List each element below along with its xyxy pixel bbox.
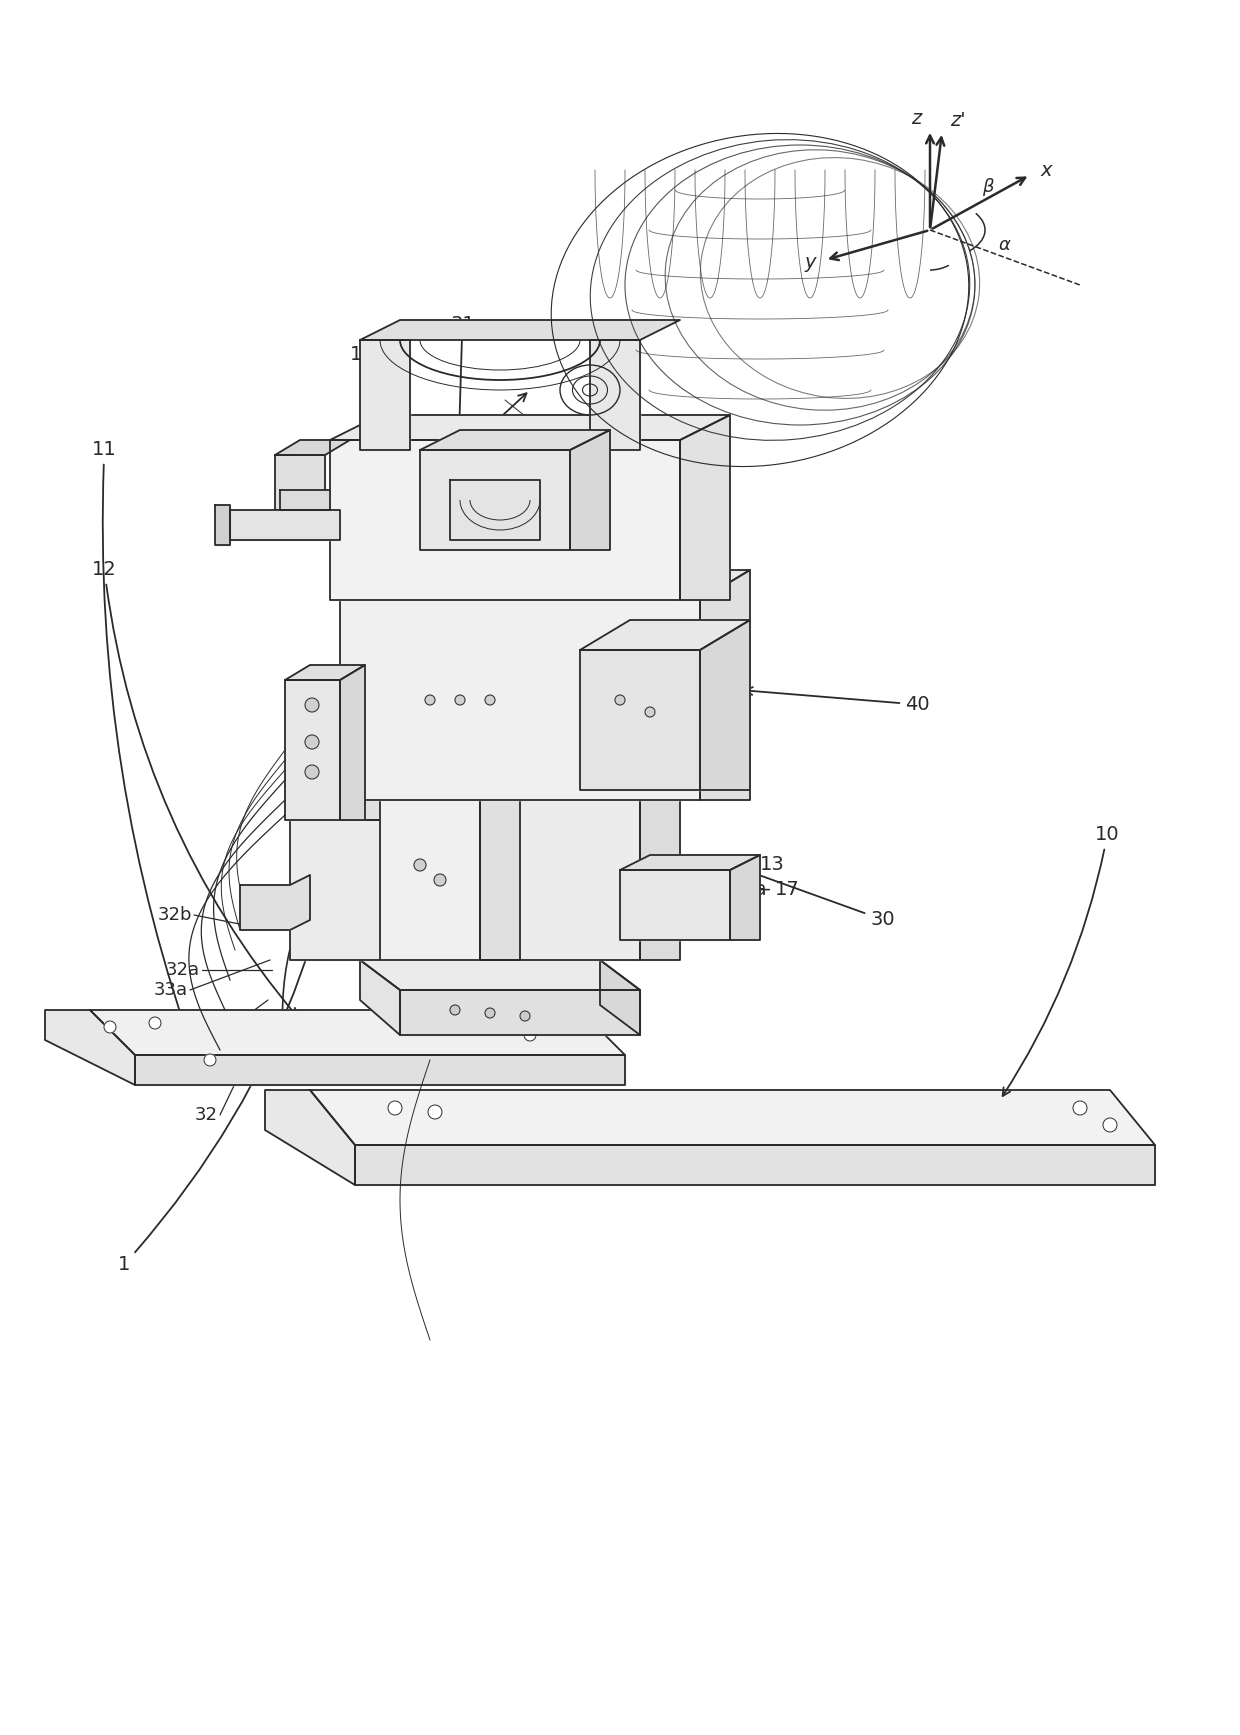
- Circle shape: [485, 1008, 495, 1018]
- Text: z': z': [950, 111, 966, 130]
- Polygon shape: [701, 619, 750, 789]
- Circle shape: [450, 1005, 460, 1015]
- Polygon shape: [229, 510, 340, 540]
- Circle shape: [149, 1017, 161, 1029]
- Polygon shape: [580, 619, 750, 651]
- Text: 32: 32: [195, 1105, 218, 1124]
- Polygon shape: [379, 699, 520, 720]
- Circle shape: [434, 874, 446, 887]
- Polygon shape: [620, 869, 730, 940]
- Polygon shape: [265, 1090, 355, 1185]
- Polygon shape: [590, 340, 640, 449]
- Text: 12: 12: [92, 560, 296, 1017]
- Circle shape: [615, 696, 625, 704]
- Polygon shape: [600, 959, 640, 1036]
- Text: 10: 10: [1003, 826, 1120, 1097]
- Polygon shape: [480, 776, 680, 800]
- Polygon shape: [360, 319, 680, 340]
- Polygon shape: [275, 455, 325, 510]
- Text: 40: 40: [745, 687, 930, 715]
- Text: 30: 30: [749, 871, 894, 928]
- Text: 32a: 32a: [166, 961, 200, 979]
- Text: 15: 15: [350, 345, 403, 1076]
- Polygon shape: [285, 665, 365, 680]
- Polygon shape: [275, 441, 350, 455]
- Polygon shape: [570, 430, 610, 550]
- Polygon shape: [480, 699, 520, 959]
- Circle shape: [205, 1053, 216, 1065]
- Text: 31: 31: [436, 316, 475, 1055]
- Polygon shape: [680, 415, 730, 600]
- Polygon shape: [620, 855, 760, 869]
- Text: α: α: [998, 236, 1009, 253]
- Circle shape: [645, 706, 655, 717]
- Circle shape: [428, 1105, 441, 1119]
- Polygon shape: [290, 800, 430, 821]
- Polygon shape: [701, 571, 750, 800]
- Polygon shape: [480, 800, 640, 959]
- Polygon shape: [730, 855, 760, 940]
- Polygon shape: [280, 489, 330, 510]
- Polygon shape: [379, 720, 480, 959]
- Polygon shape: [360, 340, 410, 449]
- Circle shape: [1104, 1117, 1117, 1131]
- Polygon shape: [450, 481, 539, 540]
- Circle shape: [305, 765, 319, 779]
- Text: 31a: 31a: [655, 878, 766, 899]
- Polygon shape: [215, 505, 229, 545]
- Circle shape: [414, 859, 427, 871]
- Text: 31b: 31b: [265, 843, 342, 1050]
- Polygon shape: [285, 680, 340, 821]
- Polygon shape: [640, 776, 680, 959]
- Text: z: z: [911, 109, 921, 127]
- Text: 17: 17: [694, 880, 800, 899]
- Text: 33: 33: [155, 1057, 179, 1074]
- Circle shape: [425, 696, 435, 704]
- Polygon shape: [45, 1010, 135, 1084]
- Polygon shape: [360, 959, 401, 1036]
- Circle shape: [1073, 1102, 1087, 1116]
- Polygon shape: [290, 821, 401, 959]
- Text: 32b: 32b: [157, 906, 192, 925]
- Polygon shape: [580, 651, 701, 789]
- Polygon shape: [401, 991, 640, 1036]
- Text: 13: 13: [684, 855, 785, 874]
- Polygon shape: [420, 449, 570, 550]
- Circle shape: [520, 1012, 529, 1020]
- Polygon shape: [330, 415, 730, 441]
- Circle shape: [525, 1029, 536, 1041]
- Polygon shape: [330, 441, 680, 600]
- Polygon shape: [135, 1055, 625, 1084]
- Text: 80: 80: [405, 394, 527, 503]
- Text: 1: 1: [118, 654, 355, 1273]
- Circle shape: [305, 697, 319, 711]
- Circle shape: [485, 696, 495, 704]
- Circle shape: [388, 1102, 402, 1116]
- Polygon shape: [310, 1090, 1154, 1145]
- Circle shape: [104, 1020, 117, 1032]
- Polygon shape: [241, 874, 310, 930]
- Polygon shape: [340, 600, 701, 800]
- Text: 11: 11: [92, 441, 200, 1065]
- Polygon shape: [340, 665, 365, 821]
- Text: 33a: 33a: [154, 980, 188, 999]
- Text: β: β: [982, 179, 993, 196]
- Polygon shape: [360, 959, 640, 991]
- Text: y: y: [805, 253, 816, 271]
- Circle shape: [455, 696, 465, 704]
- Polygon shape: [401, 800, 430, 959]
- Polygon shape: [340, 571, 750, 600]
- Polygon shape: [91, 1010, 625, 1055]
- Text: x: x: [1040, 161, 1052, 179]
- Polygon shape: [420, 430, 610, 449]
- Polygon shape: [355, 1145, 1154, 1185]
- Circle shape: [305, 736, 319, 750]
